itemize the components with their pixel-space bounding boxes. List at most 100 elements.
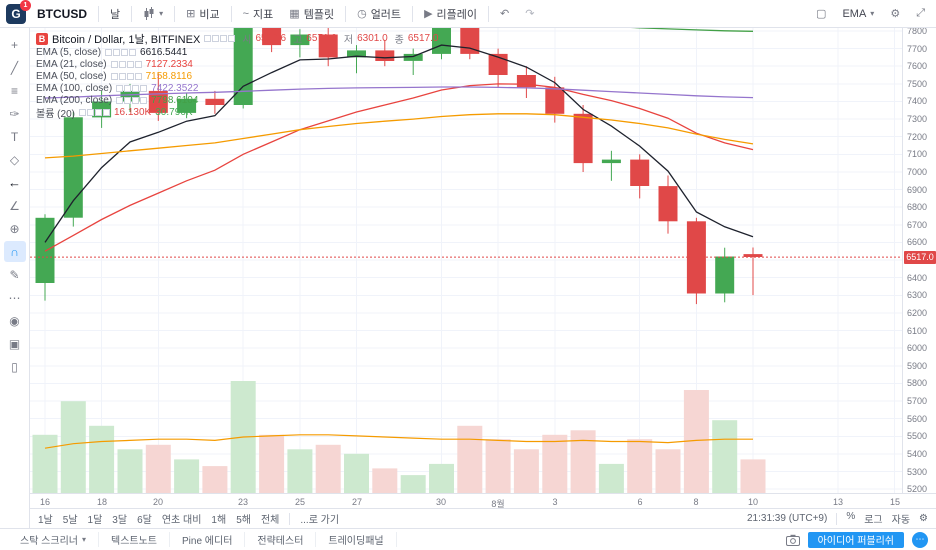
chat-bubble-icon[interactable]: ⋯ [912, 531, 928, 548]
logo-letter: G [11, 6, 21, 21]
crosshair-icon[interactable]: + [10, 37, 18, 52]
replay-icon: ▶ [424, 8, 433, 20]
chart-legend: B Bitcoin / Dollar, 1날, BITFINEX 시 6533.… [36, 31, 438, 120]
trash-icon[interactable]: ▯ [11, 359, 18, 374]
footer-bar: 스탁 스크리너 ▾ 텍스트노트 Pine 에디터 전략테스터 트레이딩패널 아이디어 퍼블… [0, 528, 936, 550]
time-axis-label: 3 [552, 497, 558, 507]
ema-dropdown-label: EMA [842, 7, 867, 20]
price-axis-label: 6000 [907, 343, 928, 353]
fullscreen-button[interactable]: ⤢ [911, 4, 930, 23]
range-button[interactable]: 1해 [211, 515, 227, 526]
compare-label: 비교 [199, 8, 220, 21]
open-value: 6533.6 [255, 33, 287, 44]
price-axis-label: 7400 [907, 96, 928, 106]
range-button[interactable]: 6달 [137, 515, 152, 526]
indicators-button[interactable]: ~ 지표 [238, 3, 279, 25]
indicator-label: EMA (21, close) [36, 58, 107, 70]
price-axis-label: 5600 [907, 414, 928, 424]
divider [131, 5, 133, 22]
range-button[interactable]: 전체 [260, 515, 280, 526]
text-icon[interactable]: T [10, 129, 19, 144]
price-chart[interactable] [30, 28, 902, 493]
object-tree-icon[interactable]: ▣ [8, 336, 21, 351]
settings-button[interactable]: ⚙ [885, 4, 905, 23]
interval-button[interactable]: 날 [110, 8, 121, 21]
layout-button[interactable]: ▢ [811, 4, 831, 23]
scale-toggle-button[interactable]: 자동 [891, 515, 911, 526]
legend-title-row[interactable]: B Bitcoin / Dollar, 1날, BITFINEX 시 6533.… [36, 31, 438, 46]
legend-row-controls[interactable] [78, 108, 110, 116]
fib-retracement-icon[interactable]: ≡ [10, 83, 18, 98]
indicator-value: 7422.3522 [151, 82, 199, 94]
price-axis[interactable]: 5200 5300 5400 5500 5600 5700 5800 5900 6000 6100… [902, 26, 936, 494]
legend-row-controls[interactable] [110, 60, 142, 68]
price-axis-label: 5200 [907, 484, 928, 494]
range-button[interactable]: 3달 [112, 515, 128, 526]
footer-tab[interactable]: 전략테스터 [245, 532, 317, 547]
replay-button[interactable]: ▶ 리플레이 [419, 3, 482, 25]
compare-button[interactable]: ⊞ 비교 [181, 3, 224, 25]
goto-date-button[interactable]: ...로 가기 [300, 515, 340, 526]
legend-row-controls[interactable] [105, 48, 137, 56]
chart-pane[interactable] [30, 28, 902, 493]
logo[interactable]: G 1 [6, 0, 31, 24]
scale-buttons: % 로그 자동 [846, 511, 910, 526]
arrow-icon[interactable]: ← [8, 175, 21, 190]
alerts-label: 얼러트 [370, 8, 402, 21]
measure-icon[interactable]: ∠ [9, 198, 20, 213]
legend-row-controls[interactable] [116, 84, 148, 92]
symbol-button[interactable]: BTCUSD [37, 6, 87, 21]
indicators-icon: ~ [242, 7, 250, 20]
range-button[interactable]: 5날 [62, 515, 78, 526]
layout-square-icon: ▢ [816, 8, 827, 20]
scale-toggle-button[interactable]: % [846, 511, 856, 522]
range-button[interactable]: 5해 [236, 515, 251, 526]
clock[interactable]: 21:31:39 (UTC+9) [746, 513, 828, 524]
price-axis-label: 5300 [907, 467, 928, 477]
xabcd-pattern-icon[interactable]: ◇ [9, 152, 20, 167]
range-button[interactable]: 1날 [38, 515, 53, 526]
footer-tab[interactable]: Pine 에디터 [170, 532, 246, 547]
chart-style-button[interactable]: ▾ [138, 4, 168, 24]
camera-icon[interactable] [785, 534, 800, 546]
chevron-down-icon: ▾ [81, 535, 86, 544]
more-icon[interactable]: ⋯ [8, 290, 21, 305]
hide-drawings-icon[interactable]: ◉ [9, 313, 20, 328]
brush-icon[interactable]: ✑ [9, 106, 20, 121]
rangebar-right: 21:31:39 (UTC+9) % 로그 자동 ⚙ [747, 511, 928, 526]
undo-button[interactable]: ↶ [495, 4, 514, 23]
scale-toggle-button[interactable]: 로그 [864, 515, 883, 526]
magnet-icon[interactable]: ∩ [3, 241, 26, 262]
axis-settings-gear-icon[interactable]: ⚙ [919, 513, 928, 524]
range-button[interactable]: 1달 [87, 515, 103, 526]
volume-ma-value: 30.796K [155, 106, 193, 118]
legend-indicator-row[interactable]: EMA (5, close) 6616.5441 [36, 46, 438, 58]
indicator-template-dropdown[interactable]: EMA ▾ [837, 5, 879, 23]
legend-volume-row[interactable]: 볼륨 (20) 16.130K 30.796K [36, 106, 438, 120]
footer-tab[interactable]: 스탁 스크리너 ▾ [8, 532, 99, 547]
publish-idea-button[interactable]: 아이디어 퍼블리쉬 [807, 531, 904, 548]
footer-tab[interactable]: 텍스트노트 [99, 532, 170, 547]
legend-indicator-row[interactable]: EMA (50, close) 7158.8116 [36, 70, 438, 82]
alerts-button[interactable]: ◷ 얼러트 [352, 3, 406, 25]
legend-indicator-row[interactable]: EMA (21, close) 7127.2334 [36, 58, 438, 70]
legend-row-controls[interactable] [116, 96, 148, 104]
templates-button[interactable]: ▦ 템플릿 [284, 3, 339, 25]
range-button[interactable]: 연초 대비 [161, 515, 202, 526]
footer-tab[interactable]: 트레이딩패널 [316, 532, 397, 547]
edit-icon[interactable]: ✎ [9, 267, 20, 282]
legend-row-controls[interactable] [204, 35, 236, 42]
time-axis-label: 8 [693, 497, 699, 507]
trendline-icon[interactable]: ╱ [10, 60, 19, 75]
volume-value: 16.130K [113, 106, 152, 118]
redo-button[interactable]: ↷ [520, 4, 539, 23]
legend-row-controls[interactable] [110, 72, 142, 80]
legend-indicator-row[interactable]: EMA (200, close) 7798.6104 [36, 94, 438, 106]
price-axis-label: 5400 [907, 449, 928, 459]
divider [488, 5, 490, 22]
indicator-label: EMA (50, close) [36, 70, 107, 82]
time-axis-label: 30 [435, 497, 447, 507]
zoom-in-icon[interactable]: ⊕ [9, 221, 20, 236]
time-axis[interactable]: 16 18 20 23 25 27 30 8월 3 6 8 10 13 15 [30, 493, 936, 509]
legend-indicator-row[interactable]: EMA (100, close) 7422.3522 [36, 82, 438, 94]
